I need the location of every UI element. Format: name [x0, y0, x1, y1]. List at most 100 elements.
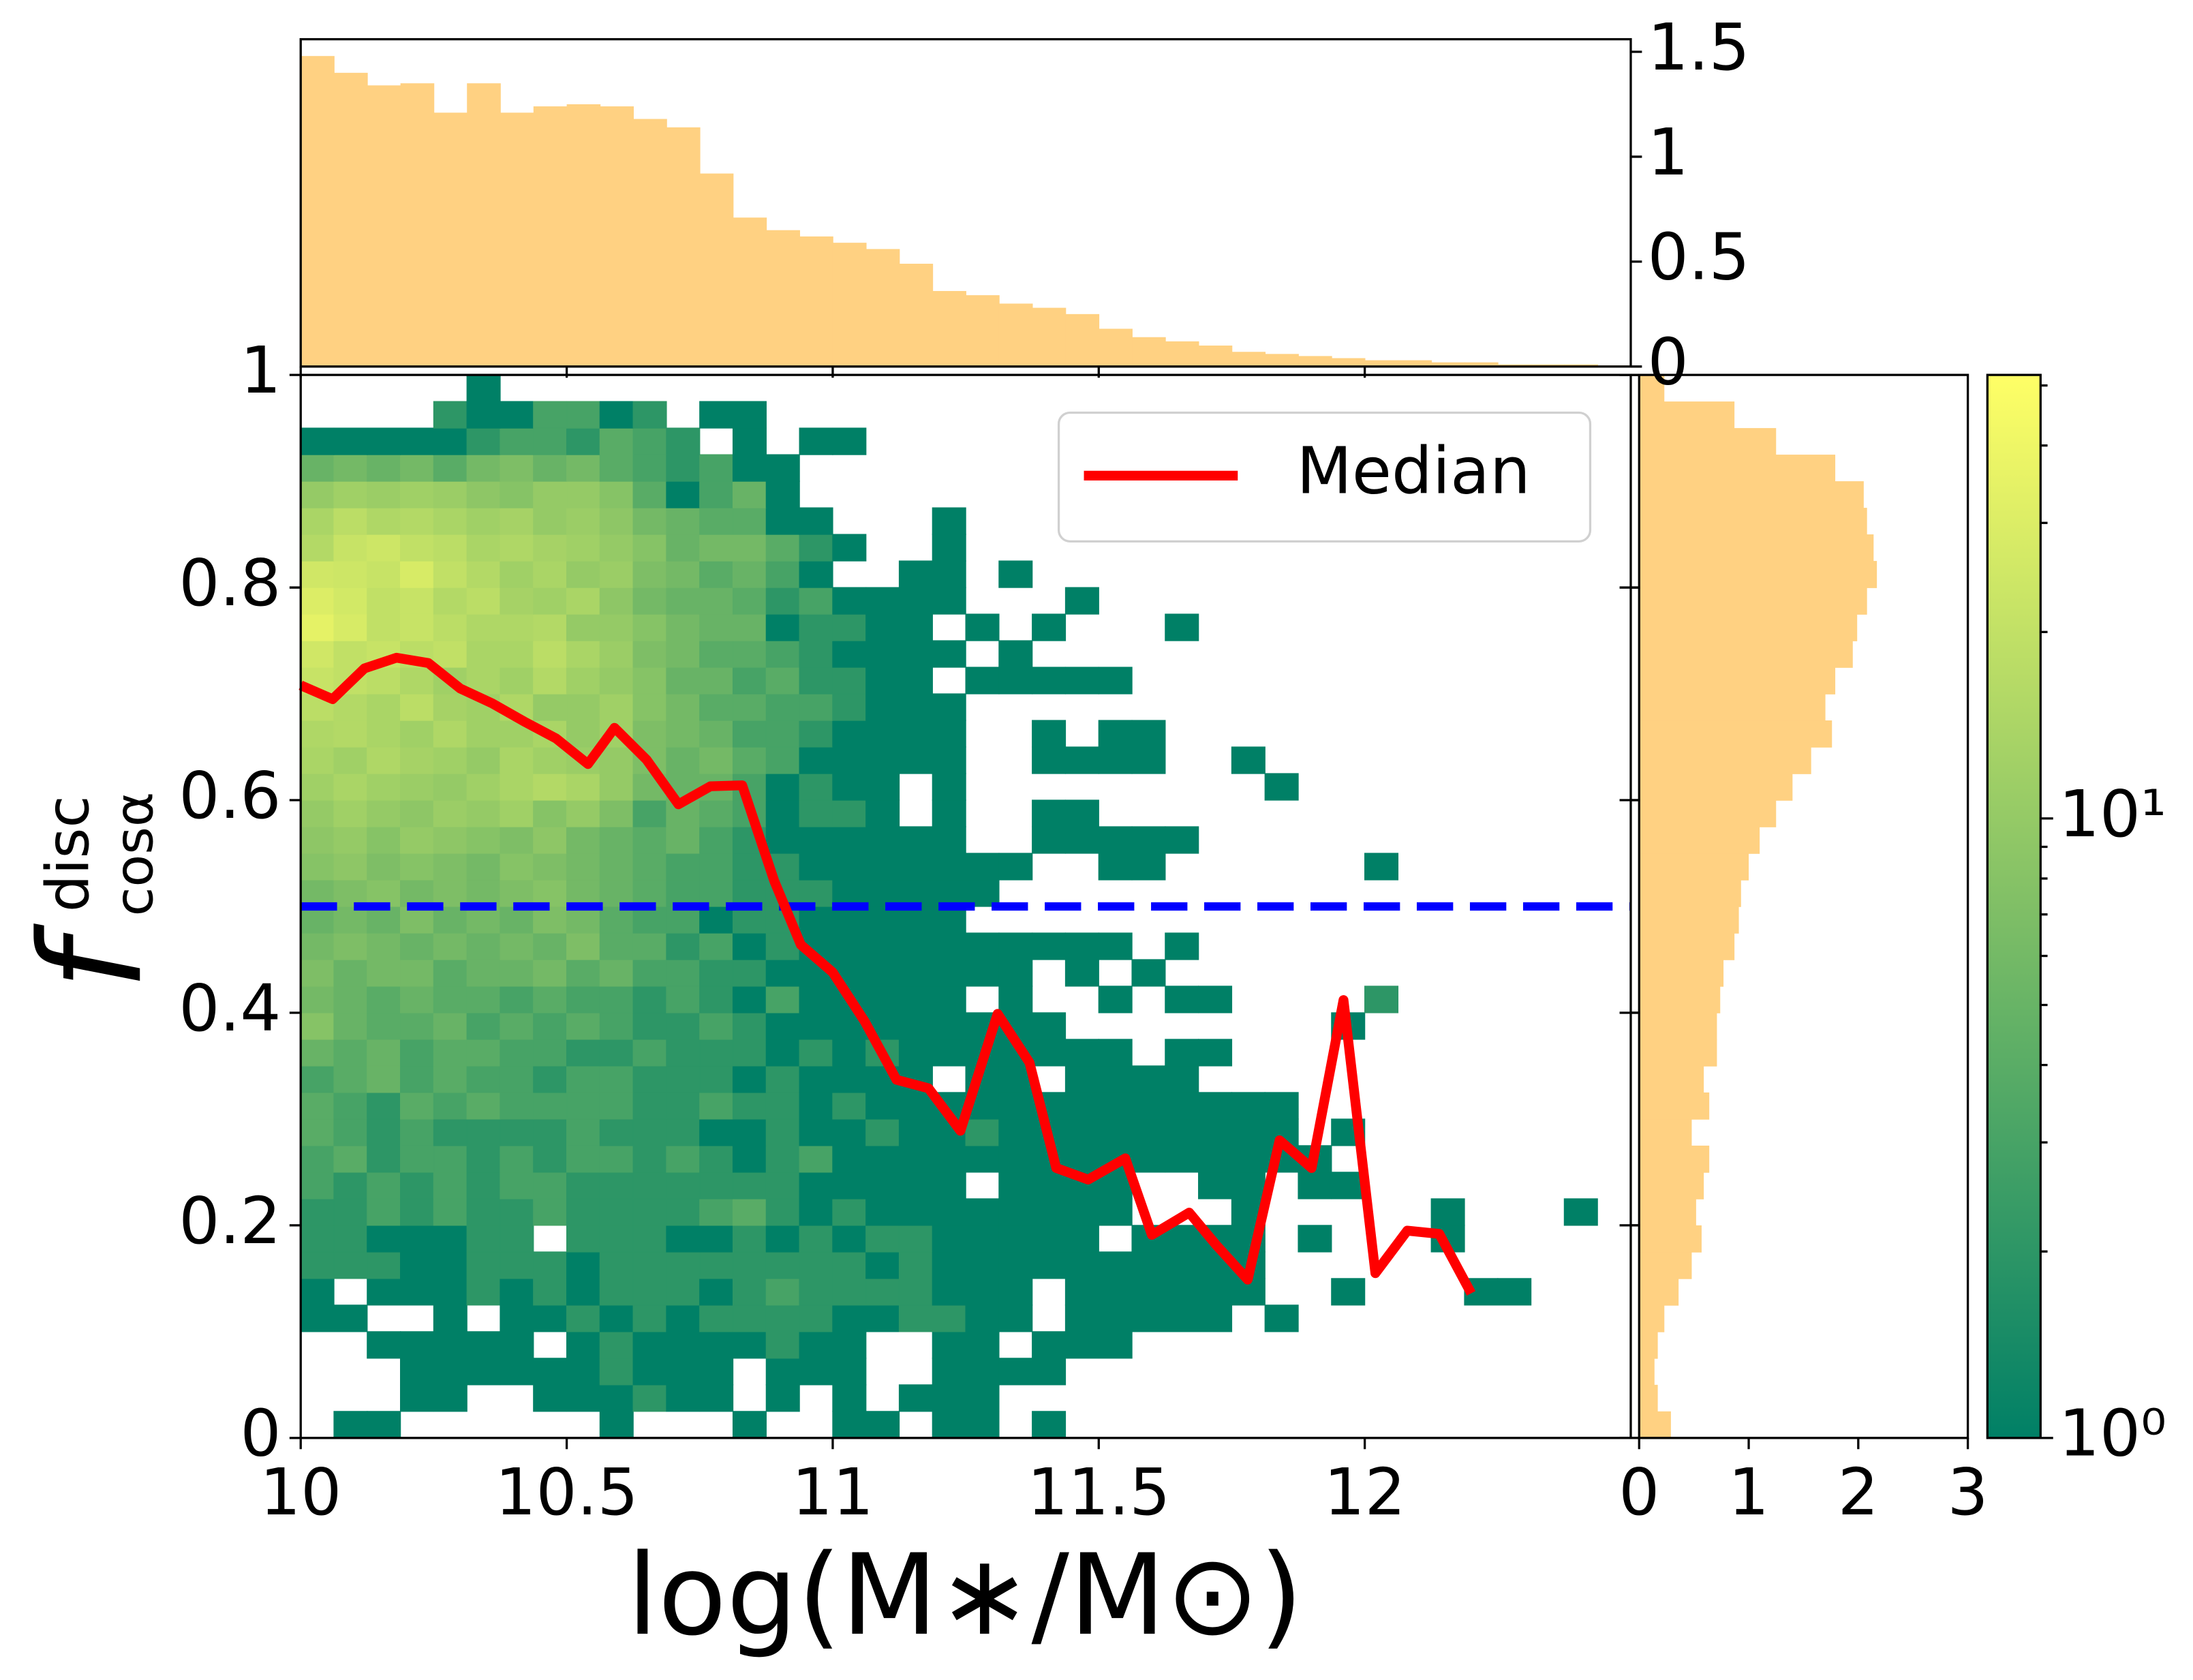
- hist2d-cell: [732, 454, 767, 482]
- hist2d-cell: [500, 480, 534, 508]
- top-hist-bar: [1364, 360, 1399, 367]
- right-hist-bar: [1639, 747, 1811, 774]
- hist2d-cell: [865, 667, 900, 694]
- top-hist-bar: [1132, 337, 1166, 367]
- hist2d-cell: [566, 534, 600, 562]
- right-hist-bar: [1639, 694, 1826, 721]
- hist2d-cell: [1165, 1039, 1199, 1067]
- hist2d-cell: [333, 1172, 368, 1200]
- hist2d-cell: [367, 1039, 401, 1067]
- hist2d-cell: [566, 986, 600, 1013]
- hist2d-cell: [865, 1251, 900, 1279]
- hist2d-cell: [599, 534, 634, 562]
- hist2d-cell: [533, 986, 568, 1013]
- hist2d-cell: [965, 613, 1000, 641]
- hist2d-cell: [599, 587, 634, 615]
- hist2d-cell: [599, 1118, 634, 1146]
- hist2d-cell: [466, 959, 501, 987]
- hist2d-cell: [998, 853, 1033, 881]
- hist2d-cell: [433, 853, 467, 881]
- hist2d-cell: [632, 401, 667, 429]
- hist2d-cell: [832, 1145, 867, 1173]
- hist2d-cell: [632, 1278, 667, 1306]
- top-hist-bar: [1198, 346, 1233, 367]
- hist2d-cell: [799, 507, 833, 535]
- hist2d-cell: [1098, 1118, 1133, 1146]
- hist2d-cell: [832, 720, 867, 748]
- hist2d-cell: [333, 1118, 368, 1146]
- right-hist-bar: [1639, 1172, 1704, 1200]
- top-hist-bar: [799, 236, 833, 367]
- hist2d-cell: [832, 1331, 867, 1359]
- hist2d-cell: [1032, 799, 1067, 827]
- hist2d-cell: [799, 1358, 833, 1386]
- hist2d-cell: [932, 826, 966, 854]
- hist2d-cell: [367, 1092, 401, 1120]
- hist2d-cell: [932, 1251, 966, 1279]
- hist2d-cell: [333, 853, 368, 881]
- hist2d-cell: [732, 1172, 767, 1200]
- hist2d-cell: [500, 587, 534, 615]
- y-tick-label: 1: [240, 333, 281, 408]
- hist2d-cell: [832, 534, 867, 562]
- hist2d-cell: [1131, 1118, 1166, 1146]
- hist2d-cell: [367, 1331, 401, 1359]
- hist2d-cell: [433, 1225, 467, 1253]
- right-hist-bar: [1639, 1065, 1704, 1093]
- hist2d-cell: [300, 1039, 335, 1067]
- hist2d-cell: [666, 427, 701, 455]
- top-hist-bar: [334, 72, 368, 367]
- hist2d-cell: [300, 613, 335, 641]
- hist2d-cell: [699, 1304, 734, 1332]
- hist2d-cell: [466, 1145, 501, 1173]
- hist2d-cell: [1264, 1304, 1299, 1332]
- hist2d-cell: [599, 826, 634, 854]
- hist2d-cell: [832, 1198, 867, 1226]
- hist2d-cell: [1064, 1331, 1099, 1359]
- hist2d-cell: [599, 1225, 634, 1253]
- hist2d-cell: [932, 507, 966, 535]
- hist2d-cell: [632, 879, 667, 907]
- hist2d-cell: [865, 613, 900, 641]
- hist2d-cell: [666, 693, 701, 721]
- hist2d-cell: [666, 534, 701, 562]
- hist2d-cell: [566, 799, 600, 827]
- top-hist-bar: [666, 127, 701, 367]
- hist2d-cell: [533, 1039, 568, 1067]
- hist2d-cell: [799, 693, 833, 721]
- hist2d-cell: [333, 986, 368, 1013]
- hist2d-cell: [400, 427, 435, 455]
- hist2d-cell: [367, 667, 401, 694]
- hist2d-cell: [666, 720, 701, 748]
- hist2d-cell: [932, 1012, 966, 1040]
- right-hist-bar: [1639, 614, 1858, 641]
- hist2d-cell: [533, 1145, 568, 1173]
- hist2d-cell: [865, 853, 900, 881]
- hist2d-cell: [632, 587, 667, 615]
- hist2d-cell: [632, 427, 667, 455]
- hist2d-cell: [666, 1039, 701, 1067]
- hist2d-cell: [799, 1225, 833, 1253]
- hist2d-cell: [1231, 746, 1266, 774]
- hist2d-cell: [599, 1198, 634, 1226]
- hist2d-cell: [333, 587, 368, 615]
- hist2d-cell: [666, 613, 701, 641]
- hist2d-cell: [666, 1251, 701, 1279]
- hist2d-cell: [599, 507, 634, 535]
- hist2d-cell: [300, 959, 335, 987]
- hist2d-cell: [832, 1039, 867, 1067]
- hist2d-cell: [1032, 1411, 1067, 1439]
- hist2d-cell: [1165, 826, 1199, 854]
- hist2d-cell: [699, 932, 734, 960]
- hist2d-cell: [1165, 1065, 1199, 1093]
- hist2d-cell: [1098, 667, 1133, 694]
- hist2d-cell: [300, 1304, 335, 1332]
- hist2d-cell: [865, 906, 900, 934]
- hist2d-cell: [433, 826, 467, 854]
- hist2d-cell: [699, 1172, 734, 1200]
- right-hist-x-tick-label: 2: [1838, 1455, 1879, 1530]
- hist2d-cell: [732, 667, 767, 694]
- hist2d-cell: [832, 932, 867, 960]
- hist2d-cell: [533, 560, 568, 588]
- hist2d-cell: [433, 746, 467, 774]
